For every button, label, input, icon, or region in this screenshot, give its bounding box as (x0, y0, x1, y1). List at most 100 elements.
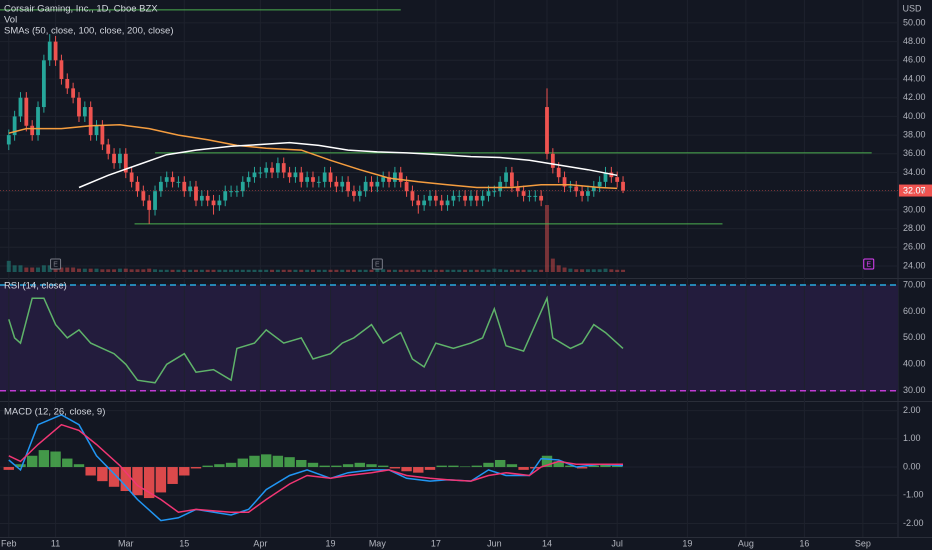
histogram-bar (459, 466, 471, 468)
volume-bar (18, 265, 23, 272)
volume-bar (287, 269, 292, 272)
volume-bar (562, 267, 567, 272)
histogram-bar (73, 464, 85, 468)
rsi-line (8, 295, 624, 384)
macd-line (8, 423, 623, 513)
x-tick-label: 15 (179, 538, 189, 548)
histogram-bar (179, 467, 190, 476)
volume-bar (404, 269, 409, 272)
histogram-bar (249, 455, 260, 468)
histogram-bar (576, 467, 588, 469)
y-tick-label: 40.00 (903, 359, 926, 369)
candle-body (387, 177, 391, 182)
volume-bar (322, 269, 327, 272)
y-tick-label: 2.00 (903, 405, 921, 415)
histogram-bar (448, 465, 459, 468)
candle-body (346, 181, 350, 192)
volume-bar (504, 269, 509, 272)
volume-bar (30, 267, 35, 272)
volume-bar (486, 269, 491, 272)
histogram-bar (120, 467, 131, 492)
y-tick-label: 36.00 (903, 148, 926, 158)
candle-body (135, 181, 140, 192)
candle-body (451, 195, 456, 201)
candle-body (275, 163, 280, 173)
candle-body (363, 181, 368, 192)
candle-body (281, 163, 286, 173)
x-tick-label: 11 (51, 538, 60, 548)
candle-body (194, 186, 198, 201)
candle-body (12, 116, 17, 136)
histogram-bar (296, 459, 307, 468)
candle-body (6, 135, 11, 145)
candle-body (88, 107, 93, 136)
volume-bar (112, 269, 117, 272)
candle-body (392, 172, 397, 182)
histogram-bar (401, 467, 412, 472)
y-tick-label: -1.00 (903, 490, 924, 500)
volume-bar (480, 269, 485, 272)
candle-body (480, 195, 485, 201)
volume-bar (398, 269, 403, 272)
histogram-bar (553, 461, 564, 468)
x-tick-label: Feb (1, 538, 17, 548)
grid (0, 0, 898, 537)
volume-bar (351, 269, 356, 272)
volume-bar (527, 269, 532, 272)
candle-body (597, 181, 602, 187)
candle-body (474, 195, 479, 201)
volume-bar (416, 269, 421, 272)
x-tick-label: 19 (682, 538, 692, 548)
volume-bar (305, 269, 310, 272)
candle-body (439, 200, 444, 206)
histogram-bar (389, 467, 401, 469)
volume-bar (164, 269, 169, 272)
last-price-label: 32.07 (903, 185, 926, 195)
currency: USD (902, 3, 922, 13)
candle-body (515, 186, 520, 192)
candle-body (305, 177, 310, 182)
histogram-bar (143, 467, 155, 499)
histogram-bar (354, 462, 365, 468)
y-tick-label: 40.00 (903, 111, 926, 121)
candle-body (170, 177, 175, 182)
candle-body (492, 191, 497, 193)
candle-body (328, 172, 333, 182)
candle-body (357, 191, 362, 196)
candle-body (141, 191, 146, 201)
candle-body (129, 172, 134, 182)
volume-bar (568, 268, 573, 272)
candle-body (240, 181, 245, 192)
candle-body (188, 186, 193, 192)
histogram-bar (600, 464, 611, 468)
candle-body (153, 191, 157, 210)
volume-bar (281, 269, 286, 272)
volume-bar (591, 269, 596, 272)
labels: Corsair Gaming, Inc., 1D, Cboe BZX Vol S… (1, 3, 926, 548)
candle-body (428, 195, 432, 201)
candle-body (112, 153, 116, 164)
volume-bar (457, 269, 462, 272)
candle-body (287, 172, 292, 178)
candle-body (106, 144, 111, 154)
candle-body (550, 153, 555, 168)
candle-body (30, 125, 35, 136)
y-tick-label: 32.00 (903, 186, 926, 196)
volume-bar (433, 269, 438, 272)
earnings-marker (371, 258, 383, 270)
volume-bar (123, 268, 128, 272)
volume-bar (94, 268, 99, 272)
volume-bar (375, 268, 380, 272)
volume-bar (410, 269, 415, 272)
candle-body (340, 181, 345, 187)
candle-body (603, 172, 608, 182)
volume-bar (387, 269, 392, 272)
volume-bar (82, 268, 87, 272)
volume-bar (47, 265, 52, 272)
histogram-bar (436, 465, 447, 468)
volume-bar (129, 269, 134, 272)
volume-bar (229, 269, 234, 272)
candle-body (509, 172, 514, 187)
volume-bar (381, 269, 386, 272)
